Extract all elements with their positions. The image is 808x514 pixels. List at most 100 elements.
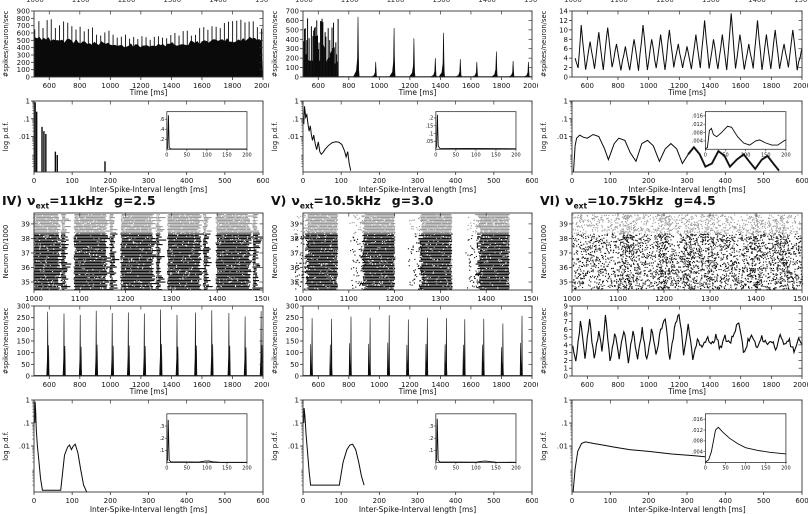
- panel-number: V): [271, 193, 286, 208]
- svg-text:.3: .3: [429, 424, 434, 430]
- svg-text:1800: 1800: [493, 82, 511, 90]
- clipped-axis-labels-strip: 100011001200130014001500: [538, 0, 808, 8]
- svg-text:250: 250: [286, 314, 299, 322]
- svg-text:1000: 1000: [101, 381, 119, 389]
- svg-text:1000: 1000: [640, 82, 658, 90]
- svg-text:600: 600: [795, 177, 808, 185]
- svg-text:.6: .6: [160, 117, 165, 123]
- svg-text:36: 36: [21, 264, 30, 272]
- svg-text:.15: .15: [425, 124, 433, 130]
- svg-text:1000: 1000: [294, 295, 312, 303]
- svg-text:200: 200: [642, 177, 655, 185]
- svg-text:200: 200: [373, 177, 386, 185]
- svg-text:1200: 1200: [386, 295, 404, 303]
- svg-text:200: 200: [286, 326, 299, 334]
- svg-text:500: 500: [218, 177, 231, 185]
- svg-text:700: 700: [286, 8, 299, 16]
- svg-text:600: 600: [312, 82, 325, 90]
- svg-text:39: 39: [290, 220, 299, 228]
- svg-text:400: 400: [17, 44, 30, 52]
- svg-text:200: 200: [286, 55, 299, 63]
- svg-text:.01: .01: [19, 133, 30, 141]
- svg-text:log p.d.f.: log p.d.f.: [2, 431, 10, 461]
- svg-text:.1: .1: [23, 420, 30, 428]
- svg-text:37: 37: [21, 249, 30, 257]
- rate-plot-bottom: 6008001000120014001600180020000501001502…: [0, 303, 269, 396]
- svg-text:.01: .01: [288, 443, 299, 451]
- svg-text:0: 0: [301, 177, 305, 185]
- svg-text:1: 1: [295, 397, 299, 405]
- svg-text:10: 10: [559, 26, 568, 34]
- nu-subscript: ext: [36, 202, 50, 211]
- svg-text:.1: .1: [429, 448, 434, 454]
- svg-text:600: 600: [256, 177, 269, 185]
- svg-text:100: 100: [286, 64, 299, 72]
- g-value: g=2.5: [114, 193, 156, 208]
- svg-text:200: 200: [511, 152, 521, 158]
- svg-text:400: 400: [286, 36, 299, 44]
- svg-text:log p.d.f.: log p.d.f.: [540, 122, 548, 152]
- svg-text:1: 1: [564, 98, 568, 106]
- svg-text:4: 4: [564, 55, 569, 63]
- svg-text:200: 200: [242, 152, 252, 158]
- nu-subscript: ext: [574, 202, 588, 211]
- svg-text:250: 250: [17, 314, 30, 322]
- svg-text:#spikes/neuron/sec: #spikes/neuron/sec: [2, 10, 10, 77]
- svg-text:150: 150: [491, 152, 501, 158]
- svg-text:1300: 1300: [162, 295, 180, 303]
- svg-text:.1: .1: [561, 115, 568, 123]
- raster-plot: 1000110012001300140015003536373839Neuron…: [538, 211, 808, 303]
- svg-text:1800: 1800: [493, 381, 511, 389]
- svg-text:0: 0: [32, 177, 36, 185]
- svg-text:0: 0: [295, 373, 299, 381]
- svg-text:#spikes/neuron/sec: #spikes/neuron/sec: [271, 307, 279, 374]
- svg-text:500: 500: [17, 37, 30, 45]
- svg-text:1: 1: [26, 98, 30, 106]
- panel-number: VI): [540, 193, 560, 208]
- svg-text:400: 400: [449, 497, 462, 505]
- svg-text:50: 50: [722, 152, 728, 158]
- rate-plot-top: 6008001000120014001600180020000246810121…: [538, 8, 808, 97]
- svg-text:.2: .2: [160, 436, 165, 442]
- svg-text:200: 200: [373, 497, 386, 505]
- svg-text:0: 0: [570, 177, 574, 185]
- svg-text:.012: .012: [692, 122, 703, 128]
- svg-text:800: 800: [73, 82, 86, 90]
- svg-text:400: 400: [180, 497, 193, 505]
- svg-text:50: 50: [21, 361, 30, 369]
- svg-text:0: 0: [295, 74, 299, 82]
- svg-text:50: 50: [453, 466, 459, 472]
- svg-text:600: 600: [43, 82, 56, 90]
- svg-text:600: 600: [525, 177, 538, 185]
- svg-text:150: 150: [761, 152, 771, 158]
- figure: 100011001200130014001500 600800100012001…: [0, 0, 808, 455]
- svg-text:1600: 1600: [193, 381, 211, 389]
- svg-text:50: 50: [184, 152, 190, 158]
- svg-text:100: 100: [17, 66, 30, 74]
- svg-text:12: 12: [559, 17, 568, 25]
- svg-text:log p.d.f.: log p.d.f.: [271, 431, 279, 461]
- svg-text:500: 500: [487, 497, 500, 505]
- svg-text:100: 100: [334, 497, 347, 505]
- svg-text:300: 300: [411, 497, 424, 505]
- svg-text:.004: .004: [692, 139, 703, 145]
- g-value: g=4.5: [674, 193, 716, 208]
- svg-text:0: 0: [26, 74, 30, 82]
- svg-text:1: 1: [295, 98, 299, 106]
- svg-text:6: 6: [564, 45, 569, 53]
- svg-text:.016: .016: [692, 114, 703, 120]
- figure-column-2: 100011001200130014001500 600800100012001…: [269, 0, 538, 455]
- raster-plot: 1000110012001300140015003536373839Neuron…: [269, 211, 538, 303]
- nu-value: =11kHz: [49, 193, 103, 208]
- svg-text:300: 300: [286, 45, 299, 53]
- svg-text:300: 300: [17, 52, 30, 60]
- svg-text:0: 0: [165, 466, 168, 472]
- clipped-axis-labels-strip: 100011001200130014001500: [269, 0, 538, 8]
- svg-text:1800: 1800: [224, 381, 242, 389]
